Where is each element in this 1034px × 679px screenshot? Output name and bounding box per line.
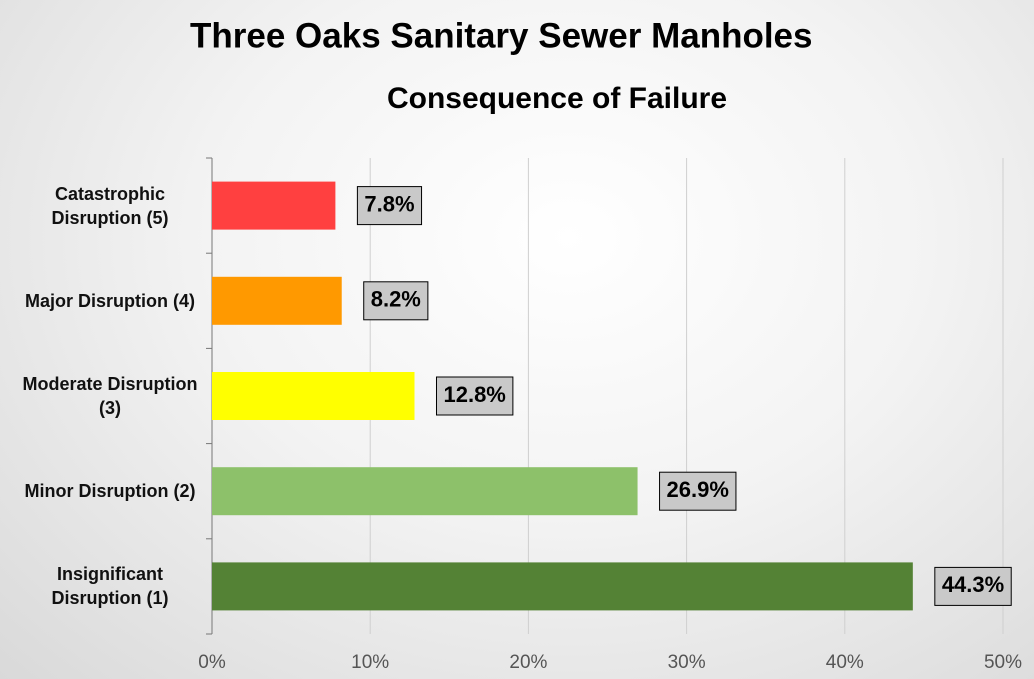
x-tick-label: 30%: [668, 652, 706, 673]
value-label-text: 26.9%: [667, 477, 729, 502]
chart-subtitle: Consequence of Failure: [387, 82, 727, 115]
value-label-box: [659, 471, 737, 511]
y-tick-label: Catastrophic Disruption (5): [51, 183, 169, 228]
y-tick-label: Insignificant Disruption (1): [51, 564, 169, 609]
x-tick-label: 50%: [984, 652, 1022, 673]
value-label-box: [356, 186, 423, 226]
x-tick-label: 40%: [826, 652, 864, 673]
value-label-box: [363, 281, 429, 321]
x-tick-label: 10%: [351, 652, 389, 673]
value-label: 26.9%: [659, 471, 737, 511]
bar: [212, 181, 336, 230]
value-label: 7.8%: [356, 186, 423, 226]
y-tick-label: Moderate Disruption (3): [22, 374, 198, 418]
x-tick-label: 20%: [509, 652, 547, 673]
value-label-text: 7.8%: [364, 191, 414, 216]
bar: [212, 276, 342, 325]
value-label: 8.2%: [363, 281, 429, 321]
chart-title: Three Oaks Sanitary Sewer Manholes: [190, 16, 812, 55]
y-tick-label: Minor Disruption (2): [24, 481, 196, 502]
value-label: 44.3%: [934, 566, 1012, 606]
bar: [212, 372, 415, 420]
value-label: 12.8%: [435, 376, 514, 416]
value-label-box: [934, 566, 1012, 606]
bar: [212, 467, 638, 516]
value-label-text: 8.2%: [371, 287, 421, 312]
value-label-text: 44.3%: [942, 572, 1004, 597]
y-tick-label: Major Disruption (4): [25, 290, 195, 311]
value-label-text: 12.8%: [443, 382, 505, 407]
value-label-box: [435, 376, 514, 416]
bar: [212, 562, 913, 611]
x-tick-label: 0%: [198, 652, 226, 673]
